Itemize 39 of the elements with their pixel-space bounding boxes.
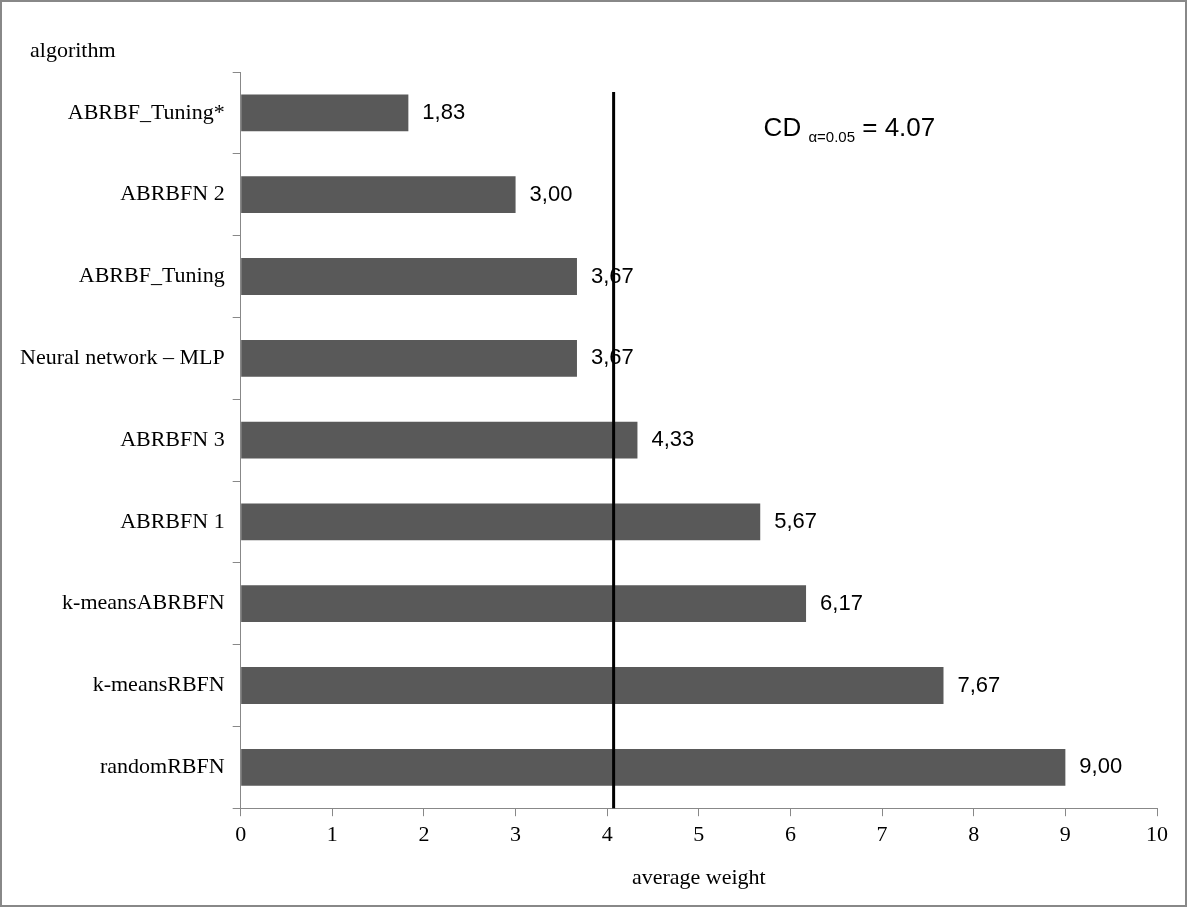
y-tick-label: k-meansRBFN [92,671,225,697]
data-label: 7,67 [957,671,1001,697]
y-axis-title: algorithm [30,36,116,62]
data-label: 9,00 [1079,753,1123,779]
y-tick-label: k-meansABRBFN [62,589,225,615]
data-label: 6,17 [820,589,863,615]
x-tick-label: 5 [693,821,705,847]
x-axis-title: average weight [631,863,766,889]
y-tick-label: ABRBFN 3 [120,425,225,451]
x-tick-label: 3 [510,821,522,847]
y-tick-label: ABRBF_Tuning [78,262,225,288]
bar [241,339,577,377]
x-tick-label: 10 [1146,821,1168,847]
bar [241,748,1066,786]
x-tick-label: 1 [326,821,338,847]
x-tick-label: 2 [418,821,430,847]
y-tick-label: ABRBFN 2 [120,180,225,206]
data-label: 3,00 [529,180,573,206]
bar [241,258,577,295]
x-tick-label: 8 [968,821,980,847]
bar [241,585,807,623]
x-tick-label: 0 [235,821,247,847]
x-tick-label: 6 [784,821,796,847]
data-label: 5,67 [774,507,818,533]
ref-line-label: CD $_{α=0.05}$ = 4.07 [763,112,936,146]
bar [241,176,516,214]
data-label: 1,83 [422,98,466,124]
y-tick-label: randomRBFN [99,753,225,779]
x-tick-label: 7 [876,821,888,847]
y-tick-label: Neural network – MLP [19,344,225,370]
bar [241,667,944,704]
bar [241,503,761,541]
y-tick-label: ABRBF_Tuning* [67,98,225,124]
x-tick-label: 9 [1059,821,1071,847]
bar [241,94,409,132]
x-tick-label: 4 [601,821,613,847]
bar [241,421,638,459]
data-label: 4,33 [651,426,695,452]
y-tick-label: ABRBFN 1 [120,507,225,533]
